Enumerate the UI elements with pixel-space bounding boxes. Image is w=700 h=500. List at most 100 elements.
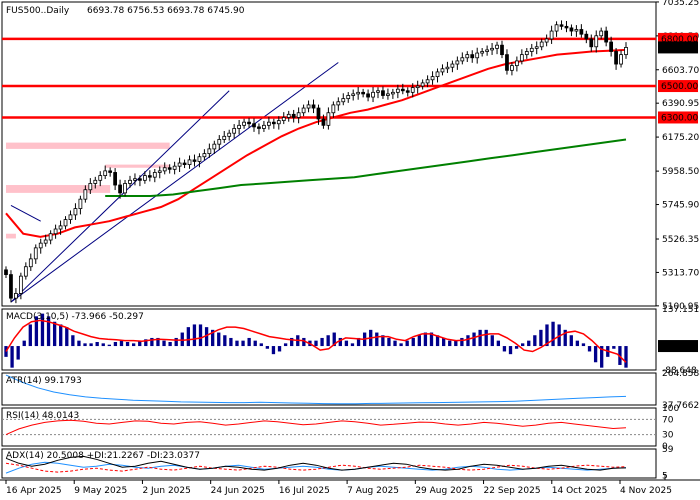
macd-histogram-bar (490, 335, 494, 347)
macd-histogram-bar (356, 337, 361, 347)
macd-histogram-bar (229, 337, 233, 347)
candle-body (430, 76, 435, 81)
candle-body (306, 104, 311, 109)
candle-body (242, 121, 246, 126)
candle-body (212, 143, 217, 150)
macd-histogram-bar (265, 346, 270, 349)
candle-body (450, 63, 455, 68)
trendline (10, 205, 41, 222)
candle-body (326, 112, 331, 126)
macd-histogram-bar (83, 343, 87, 347)
candle-body (103, 170, 108, 177)
candle-body (83, 189, 88, 200)
time-tick-label: 2 Jun 2025 (142, 486, 190, 496)
macd-zero-label: 0.00 (661, 342, 681, 352)
macd-histogram-bar (22, 340, 26, 347)
candle-body (445, 66, 450, 70)
macd-histogram-bar (150, 337, 154, 347)
macd-histogram-bar (107, 344, 111, 347)
macd-histogram-bar (521, 343, 525, 347)
candle-body (262, 124, 266, 129)
rsi-tick-label: 30 (662, 431, 674, 441)
macd-histogram-bar (40, 313, 45, 347)
macd-histogram-bar (16, 346, 20, 360)
candle-body (58, 225, 63, 230)
candle-body (68, 214, 73, 220)
candle-body (108, 170, 113, 173)
candle-body (415, 85, 420, 89)
macd-tick-label: -88.648 (662, 366, 697, 376)
candle-body (371, 91, 375, 98)
candle-body (376, 90, 380, 93)
candle-body (252, 123, 256, 128)
macd-histogram-bar (399, 343, 403, 347)
macd-label: MACD(3,10,5) -73.966 -50.297 (6, 312, 144, 322)
level-tag-label: 6500.00 (661, 82, 698, 92)
candle-body (405, 90, 410, 93)
candle-body (152, 172, 157, 178)
pane-frame-atr (1, 372, 657, 406)
macd-histogram-bar (326, 335, 330, 347)
time-tick-label: 29 Aug 2025 (415, 486, 473, 496)
candle-body (624, 47, 628, 56)
candle-body (351, 93, 356, 96)
candle-body (162, 167, 167, 172)
macd-histogram-bar (344, 340, 349, 347)
time-tick-label: 24 Jun 2025 (211, 486, 265, 496)
macd-histogram-bar (186, 327, 191, 347)
macd-histogram-bar (624, 346, 628, 368)
macd-histogram-bar (174, 337, 178, 347)
level-tag-label: 6800.00 (661, 35, 698, 45)
candle-body (480, 51, 485, 54)
rsi-tick-label: 70 (662, 415, 674, 425)
moving-average-slow (105, 138, 627, 197)
candle-body (366, 93, 370, 98)
candle-body (420, 82, 425, 87)
candle-body (63, 219, 68, 227)
macd-histogram-bar (435, 335, 440, 347)
macd-histogram-bar (417, 335, 421, 347)
current-price-label: 6745.90 (661, 43, 698, 53)
macd-zero-tag (658, 340, 698, 353)
adx-tick-label: 59 (662, 445, 674, 455)
time-tick-label: 9 May 2025 (74, 486, 127, 496)
candle-body (594, 35, 599, 48)
pane-frame-adx (1, 448, 657, 479)
candle-body (296, 112, 301, 118)
candle-body (113, 172, 117, 186)
trendline (10, 62, 339, 303)
candle-body (43, 239, 48, 244)
macd-histogram-bar (168, 341, 172, 347)
macd-histogram-bar (10, 346, 14, 368)
price-tick-label: 5526.35 (662, 235, 699, 245)
macd-histogram-bar (259, 343, 263, 347)
candle-body (147, 175, 152, 178)
macd-histogram-bar (600, 346, 604, 368)
macd-histogram-bar (448, 340, 452, 347)
price-tick-label: 5958.50 (662, 167, 699, 177)
candle-body (554, 24, 559, 32)
macd-histogram-bar (302, 337, 306, 347)
candle-body (529, 47, 534, 52)
macd-histogram-bar (253, 340, 257, 347)
macd-histogram-bar (59, 324, 63, 347)
candle-body (589, 38, 594, 48)
macd-histogram-bar (478, 329, 482, 347)
candle-body (579, 29, 584, 35)
macd-histogram-bar (429, 332, 434, 347)
candle-body (73, 208, 78, 216)
candle-body (187, 159, 192, 166)
candle-body (440, 68, 445, 73)
candle-body (118, 184, 122, 194)
candle-body (400, 88, 405, 92)
candle-body (331, 104, 336, 114)
time-tick-label: 4 Nov 2025 (620, 486, 672, 496)
di-minus-line (5, 462, 627, 473)
macd-histogram-bar (34, 316, 39, 347)
candle-body (336, 101, 341, 106)
macd-histogram-bar (472, 332, 476, 347)
candle-body (123, 183, 127, 194)
candle-body (227, 132, 232, 137)
candle-body (395, 88, 400, 93)
